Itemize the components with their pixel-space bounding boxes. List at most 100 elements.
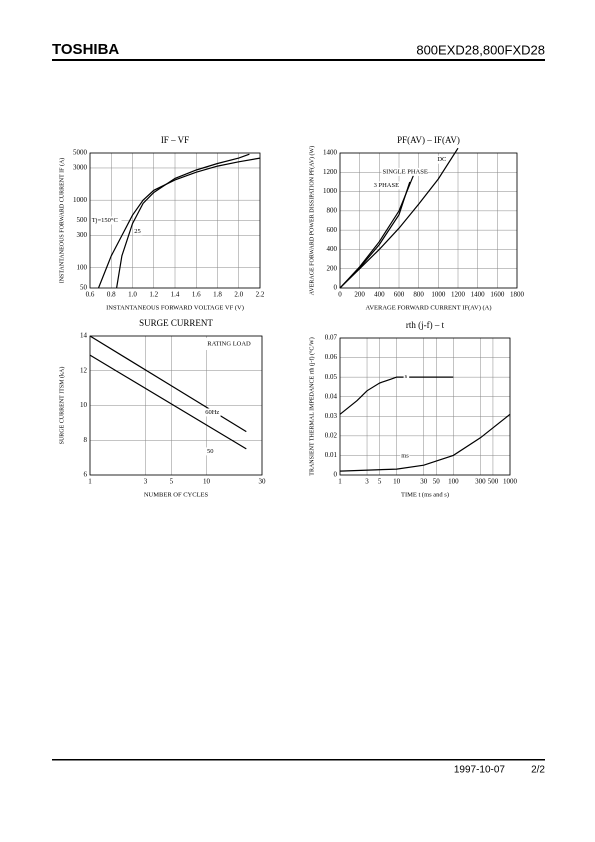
y-tick-label: 400: [327, 245, 338, 253]
y-tick-label: 100: [77, 263, 88, 271]
x-tick-label: 1.8: [213, 291, 222, 299]
y-tick-label: 300: [77, 231, 88, 239]
x-tick-label: 1: [88, 478, 92, 486]
series-label: DC: [437, 156, 446, 163]
series-label-bg: [372, 181, 400, 190]
x-tick-label: 0.8: [107, 291, 116, 299]
y-tick-label: 0.03: [325, 412, 338, 420]
y-tick-label: 0: [334, 284, 338, 292]
y-tick-label: 0.02: [325, 431, 338, 439]
x-tick-label: 3: [365, 478, 369, 486]
x-tick-label: 1400: [471, 291, 486, 299]
y-tick-label: 12: [80, 366, 88, 374]
x-tick-label: 3: [144, 478, 148, 486]
y-tick-label: 0.01: [325, 451, 338, 459]
x-tick-label: 5: [170, 478, 174, 486]
y-tick-label: 200: [327, 264, 338, 272]
series-label: 25: [134, 228, 141, 235]
header-rule: [52, 59, 545, 61]
series-line: [339, 181, 411, 289]
x-tick-label: 100: [448, 478, 459, 486]
x-tick-label: 200: [354, 291, 365, 299]
y-tick-label: 800: [327, 206, 338, 214]
y-tick-label: 3000: [73, 164, 88, 172]
x-tick-label: 30: [259, 478, 267, 486]
x-tick-label: 1000: [503, 478, 518, 486]
y-tick-label: 0.04: [325, 392, 338, 400]
date: 1997-10-07: [454, 765, 506, 776]
series-label-bg: [436, 155, 446, 164]
chart-title: rth (j-f) – t: [406, 320, 445, 330]
y-tick-label: 1400: [323, 149, 338, 157]
y-tick-label: 50: [80, 284, 88, 292]
y-tick-label: 1200: [323, 168, 338, 176]
annotation: RATING LOAD: [207, 340, 251, 347]
plot-frame: [339, 337, 511, 476]
series-line: [339, 413, 511, 472]
series-label: s: [405, 373, 408, 380]
y-tick-label: 10: [80, 401, 88, 409]
y-tick-label: 1000: [323, 187, 338, 195]
y-axis-label: AVERAGE FORWARD POWER DISSIPATION PF(AV)…: [308, 146, 315, 295]
x-tick-label: 500: [488, 478, 499, 486]
annotation-box: [200, 338, 258, 350]
series-label: 60Hz: [205, 409, 219, 416]
series-label: 50: [207, 448, 214, 455]
x-tick-label: 1600: [490, 291, 505, 299]
series-label: SINGLE PHASE: [382, 168, 427, 175]
x-axis-label: NUMBER OF CYCLES: [144, 491, 209, 498]
x-tick-label: 5: [378, 478, 382, 486]
x-axis-label: AVERAGE FORWARD CURRENT IF(AV) (A): [365, 304, 491, 311]
y-tick-label: 6: [84, 471, 88, 479]
x-tick-label: 30: [420, 478, 428, 486]
series-line: [97, 157, 261, 289]
x-tick-label: 300: [475, 478, 486, 486]
x-tick-label: 1: [338, 478, 342, 486]
series-line: [339, 376, 454, 415]
x-tick-label: 1.4: [171, 291, 180, 299]
x-axis-label: INSTANTANEOUS FORWARD VOLTAGE VF (V): [106, 304, 244, 311]
x-tick-label: 2.2: [256, 291, 265, 299]
x-tick-label: 1.0: [128, 291, 137, 299]
series-label-bg: [205, 447, 216, 456]
x-tick-label: 600: [394, 291, 405, 299]
y-axis-label: SURGE CURRENT ITSM (kA): [58, 367, 65, 445]
series-label-bg: [204, 408, 221, 417]
chart-title: SURGE CURRENT: [139, 318, 213, 328]
y-tick-label: 8: [84, 436, 88, 444]
x-tick-label: 10: [393, 478, 401, 486]
y-tick-label: 0.05: [325, 373, 338, 381]
series-label-bg: [90, 216, 122, 225]
y-axis-label: INSTANTANEOUS FORWARD CURRENT IF (A): [58, 158, 65, 284]
x-tick-label: 400: [374, 291, 385, 299]
x-tick-label: 10: [203, 478, 211, 486]
plot-frame: [339, 152, 518, 289]
plot-frame: [89, 152, 261, 289]
series-label-bg: [403, 372, 410, 381]
y-tick-label: 1000: [73, 196, 88, 204]
x-tick-label: 2.0: [234, 291, 243, 299]
x-tick-label: 0.6: [86, 291, 95, 299]
series-label: ms: [401, 452, 409, 459]
x-tick-label: 800: [413, 291, 424, 299]
x-tick-label: 1200: [451, 291, 466, 299]
logo: TOSHIBA: [52, 41, 119, 58]
y-axis-label: TRANSIENT THERMAL IMPEDANCE rth (j-f) (°…: [308, 337, 315, 475]
series-line: [89, 335, 247, 433]
series-line: [116, 153, 250, 289]
series-label-bg: [133, 227, 143, 236]
y-tick-label: 14: [80, 332, 88, 340]
y-tick-label: 500: [77, 216, 88, 224]
series-line: [89, 354, 247, 450]
x-tick-label: 1.6: [192, 291, 201, 299]
y-tick-label: 0.07: [325, 334, 338, 342]
x-tick-label: 1800: [510, 291, 525, 299]
page-number: 2/2: [531, 765, 545, 776]
footer-rule: [52, 759, 545, 761]
x-tick-label: 1000: [431, 291, 446, 299]
y-tick-label: 600: [327, 226, 338, 234]
plot-frame: [89, 335, 263, 476]
series-label: 3 PHASE: [374, 182, 399, 189]
x-tick-label: 1.2: [149, 291, 158, 299]
